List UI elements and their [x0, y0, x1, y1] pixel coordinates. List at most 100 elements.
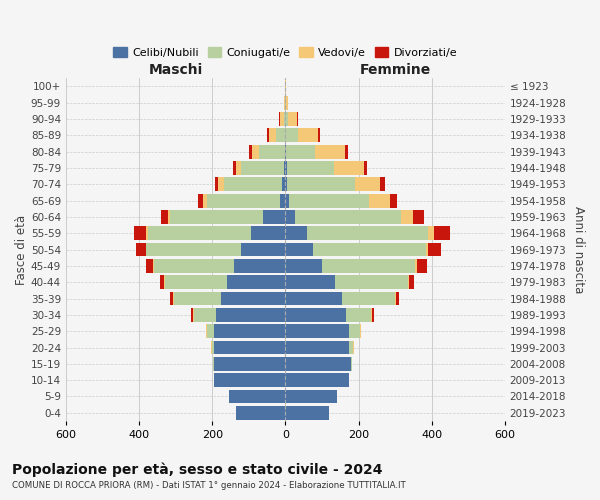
Bar — [170, 292, 173, 306]
Bar — [276, 128, 286, 142]
Bar — [286, 292, 342, 306]
Bar — [161, 210, 169, 224]
Bar — [298, 128, 318, 142]
Bar — [355, 178, 380, 191]
Bar — [227, 276, 286, 289]
Bar — [269, 128, 276, 142]
Bar — [395, 292, 396, 306]
Bar — [316, 144, 344, 158]
Bar — [284, 96, 286, 110]
Bar — [286, 259, 322, 273]
Bar — [267, 128, 269, 142]
Bar — [259, 144, 284, 158]
Bar — [415, 259, 417, 273]
Bar — [286, 340, 349, 354]
Bar — [146, 242, 241, 256]
Bar — [286, 210, 295, 224]
Bar — [287, 178, 355, 191]
Bar — [194, 308, 216, 322]
Bar — [191, 308, 193, 322]
Bar — [197, 194, 203, 207]
Bar — [371, 308, 372, 322]
Bar — [286, 406, 329, 419]
Bar — [286, 324, 349, 338]
Bar — [286, 178, 287, 191]
Bar — [249, 144, 252, 158]
Text: Maschi: Maschi — [149, 64, 203, 78]
Bar — [286, 276, 335, 289]
Bar — [153, 259, 154, 273]
Bar — [283, 178, 286, 191]
Bar — [160, 276, 164, 289]
Bar — [241, 161, 284, 175]
Bar — [174, 292, 221, 306]
Bar — [280, 194, 286, 207]
Bar — [241, 242, 286, 256]
Bar — [289, 194, 370, 207]
Bar — [413, 210, 424, 224]
Legend: Celibi/Nubili, Coniugati/e, Vedovi/e, Divorziati/e: Celibi/Nubili, Coniugati/e, Vedovi/e, Di… — [109, 42, 462, 62]
Bar — [286, 226, 307, 240]
Bar — [236, 406, 286, 419]
Bar — [287, 161, 334, 175]
Bar — [428, 226, 434, 240]
Bar — [349, 324, 361, 338]
Bar — [218, 178, 224, 191]
Bar — [229, 390, 286, 404]
Bar — [295, 210, 401, 224]
Bar — [252, 144, 259, 158]
Bar — [206, 324, 207, 338]
Bar — [173, 292, 174, 306]
Bar — [284, 112, 286, 126]
Bar — [134, 226, 146, 240]
Bar — [417, 259, 427, 273]
Bar — [234, 259, 286, 273]
Bar — [146, 226, 148, 240]
Y-axis label: Fasce di età: Fasce di età — [15, 214, 28, 284]
Bar — [318, 128, 320, 142]
Bar — [322, 259, 415, 273]
Bar — [193, 308, 194, 322]
Bar — [344, 144, 347, 158]
Bar — [251, 226, 286, 240]
Bar — [313, 242, 426, 256]
Bar — [136, 242, 146, 256]
Bar — [286, 161, 287, 175]
Bar — [214, 373, 286, 387]
Bar — [288, 112, 298, 126]
Bar — [146, 259, 153, 273]
Bar — [307, 226, 428, 240]
Bar — [221, 292, 286, 306]
Bar — [279, 112, 280, 126]
Bar — [396, 292, 399, 306]
Bar — [349, 340, 353, 354]
Bar — [164, 276, 227, 289]
Bar — [334, 161, 364, 175]
Bar — [409, 276, 415, 289]
Bar — [263, 210, 286, 224]
Bar — [286, 194, 289, 207]
Bar — [286, 242, 313, 256]
Bar — [214, 340, 286, 354]
Y-axis label: Anni di nascita: Anni di nascita — [572, 206, 585, 293]
Bar — [203, 194, 207, 207]
Bar — [154, 259, 234, 273]
Bar — [207, 194, 280, 207]
Bar — [286, 112, 288, 126]
Bar — [380, 178, 385, 191]
Bar — [372, 308, 374, 322]
Text: Femmine: Femmine — [359, 64, 431, 78]
Bar — [148, 226, 251, 240]
Bar — [170, 210, 263, 224]
Bar — [408, 276, 409, 289]
Bar — [284, 161, 286, 175]
Bar — [211, 340, 212, 354]
Bar — [335, 276, 408, 289]
Bar — [236, 161, 241, 175]
Bar — [207, 324, 214, 338]
Bar — [389, 194, 397, 207]
Text: COMUNE DI ROCCA PRIORA (RM) - Dati ISTAT 1° gennaio 2024 - Elaborazione TUTTITAL: COMUNE DI ROCCA PRIORA (RM) - Dati ISTAT… — [12, 481, 406, 490]
Bar — [216, 308, 286, 322]
Bar — [215, 178, 218, 191]
Bar — [346, 308, 371, 322]
